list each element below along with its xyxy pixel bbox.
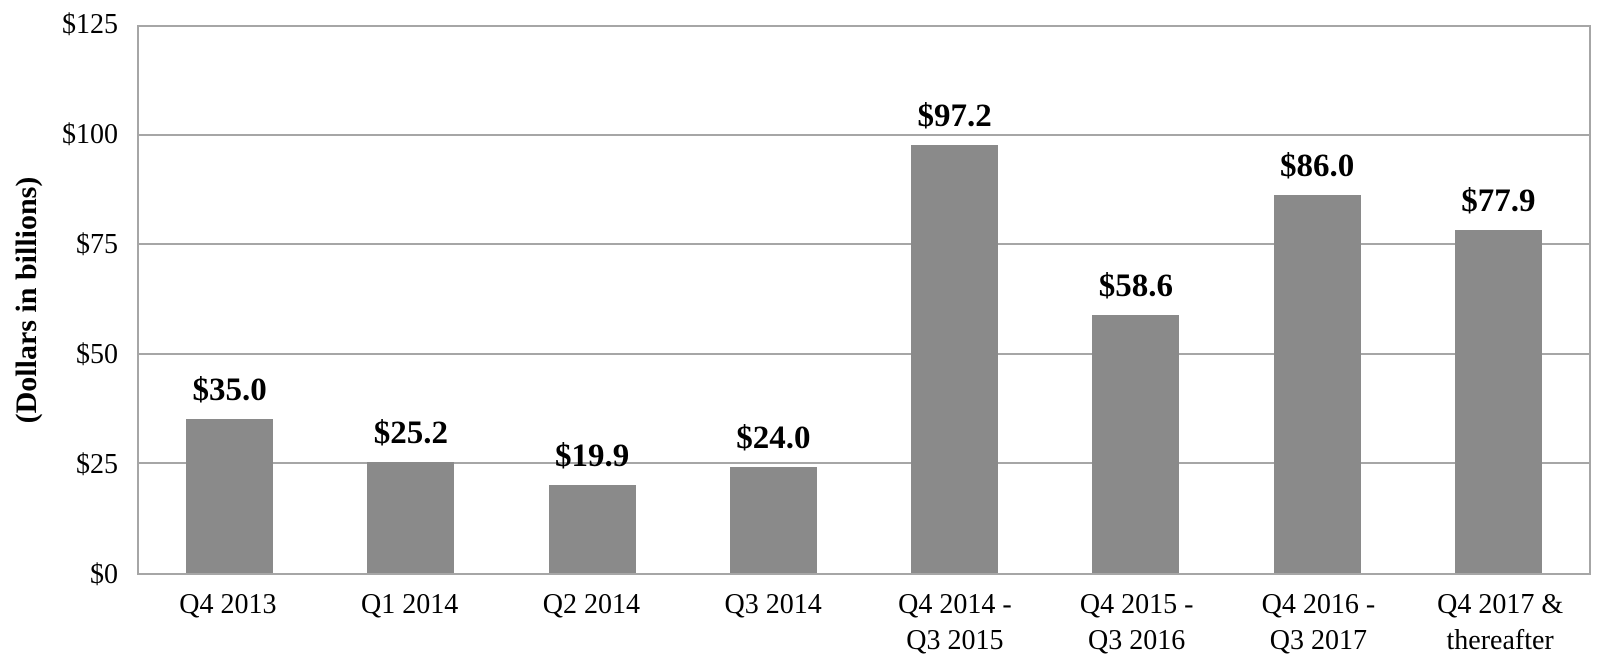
bar xyxy=(911,145,999,573)
bar-slot: $86.0 xyxy=(1227,27,1408,573)
bar-value-label: $19.9 xyxy=(555,438,630,475)
bar-slot: $19.9 xyxy=(502,27,683,573)
x-tick-label: Q4 2013 xyxy=(179,589,277,620)
bar-slot: $97.2 xyxy=(864,27,1045,573)
x-tick-label: Q1 2014 xyxy=(361,589,459,620)
bar-value-label: $25.2 xyxy=(373,415,448,452)
x-axis-tick-labels: Q4 2013 Q1 2014 Q2 2014 Q3 2014 Q4 2014 - Q3… xyxy=(137,587,1591,659)
bar-value-label: $35.0 xyxy=(192,372,267,408)
bar-series: $35.0 $25.2 $19.9 $24.0 $97.2 $58.6 $86.0 $77.9 xyxy=(139,27,1589,573)
x-tick-label: Q4 2015 - Q3 2016 xyxy=(1079,589,1194,656)
bar xyxy=(186,419,274,573)
y-tick-label: $50 xyxy=(76,339,118,370)
y-tick-label: $0 xyxy=(90,559,118,590)
bar-value-label: $97.2 xyxy=(917,98,992,135)
x-tick-label: Q4 2014 - Q3 2015 xyxy=(898,589,1012,656)
gridline xyxy=(139,243,1589,246)
gridline xyxy=(139,352,1589,355)
y-axis-tick-labels: $0 $25 $50 $75 $100 $125 xyxy=(0,0,118,669)
gridline xyxy=(139,461,1589,464)
bar-value-label: $58.6 xyxy=(1098,268,1173,305)
bar-slot: $77.9 xyxy=(1408,27,1589,573)
y-tick-label: $100 xyxy=(62,119,118,150)
bar-slot: $58.6 xyxy=(1045,27,1226,573)
bar-value-label: $86.0 xyxy=(1280,147,1355,184)
bar xyxy=(1273,194,1361,573)
y-tick-label: $75 xyxy=(76,229,118,260)
gridline xyxy=(139,134,1589,137)
bar-value-label: $77.9 xyxy=(1461,183,1536,220)
y-tick-label: $25 xyxy=(76,449,118,480)
x-tick-label: Q4 2017 & thereafter xyxy=(1437,589,1564,656)
bar xyxy=(367,462,455,573)
x-tick-label: Q3 2014 xyxy=(724,589,822,620)
bar-value-label: $24.0 xyxy=(736,420,811,457)
bar xyxy=(548,485,636,573)
plot-area: $35.0 $25.2 $19.9 $24.0 $97.2 $58.6 $86.0 $77.9 xyxy=(137,25,1591,575)
x-tick-label: Q2 2014 xyxy=(542,589,640,620)
y-tick-label: $125 xyxy=(62,9,118,40)
bar-slot: $25.2 xyxy=(320,27,501,573)
bar-slot: $24.0 xyxy=(683,27,864,573)
bar xyxy=(1092,315,1180,573)
x-tick-label: Q4 2016 - Q3 2017 xyxy=(1261,589,1376,656)
bar xyxy=(729,467,817,573)
bar-slot: $35.0 xyxy=(139,27,320,573)
bar xyxy=(1454,230,1542,573)
